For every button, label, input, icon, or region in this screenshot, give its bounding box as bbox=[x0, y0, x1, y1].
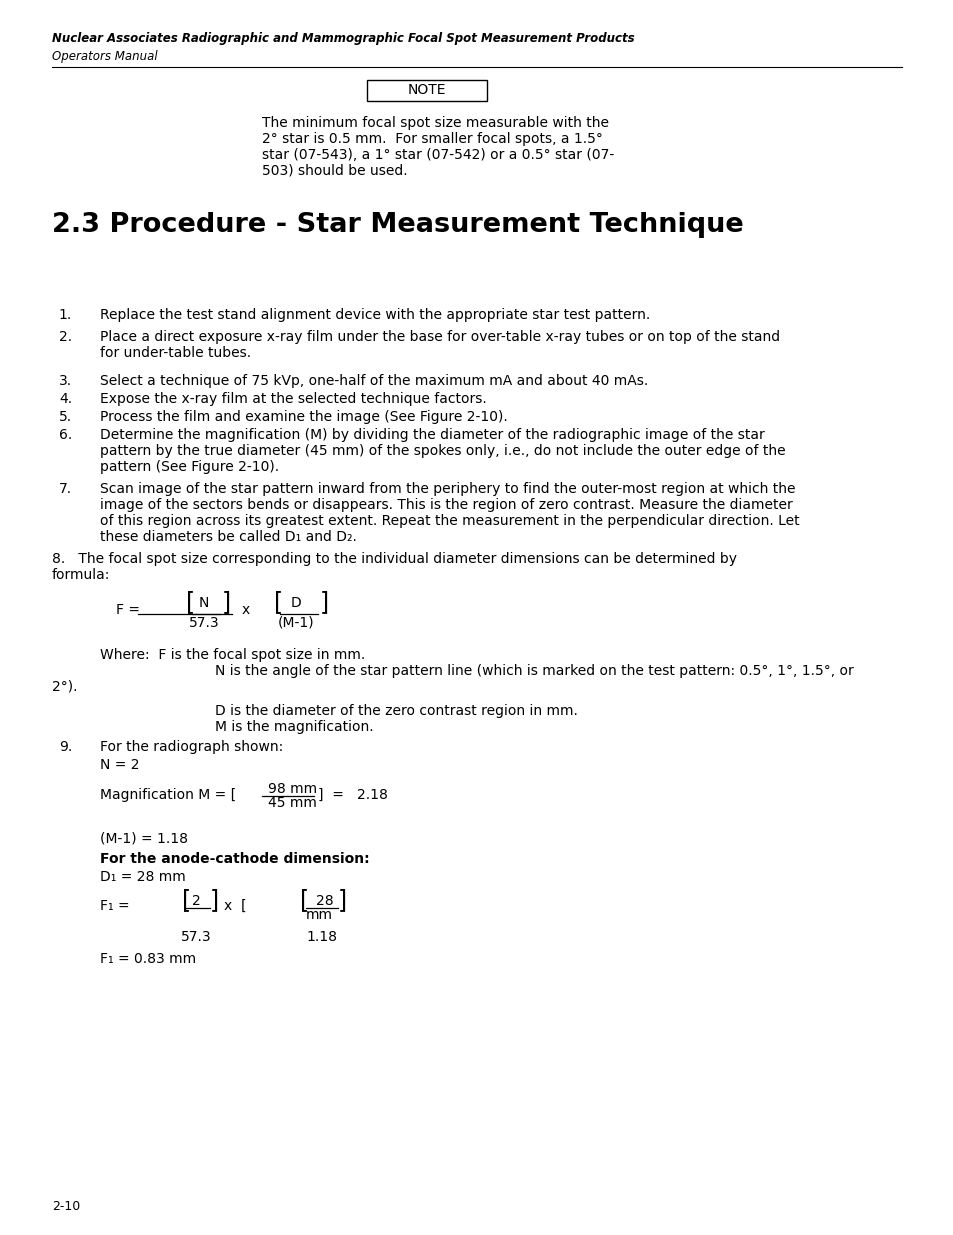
Text: The minimum focal spot size measurable with the: The minimum focal spot size measurable w… bbox=[262, 116, 608, 130]
Text: for under-table tubes.: for under-table tubes. bbox=[100, 346, 251, 359]
Text: 28: 28 bbox=[315, 894, 334, 908]
Text: 4.: 4. bbox=[59, 391, 71, 406]
Text: N: N bbox=[198, 597, 209, 610]
Text: ]: ] bbox=[319, 590, 329, 614]
Text: of this region across its greatest extent. Repeat the measurement in the perpend: of this region across its greatest exten… bbox=[100, 514, 799, 529]
Text: F =: F = bbox=[116, 603, 140, 618]
Text: 9.: 9. bbox=[59, 740, 71, 755]
Text: 2: 2 bbox=[192, 894, 200, 908]
Text: D is the diameter of the zero contrast region in mm.: D is the diameter of the zero contrast r… bbox=[214, 704, 578, 718]
Text: 8.   The focal spot size corresponding to the individual diameter dimensions can: 8. The focal spot size corresponding to … bbox=[52, 552, 737, 566]
Text: Replace the test stand alignment device with the appropriate star test pattern.: Replace the test stand alignment device … bbox=[100, 308, 650, 322]
Text: Operators Manual: Operators Manual bbox=[52, 49, 157, 63]
Text: [: [ bbox=[274, 590, 283, 614]
Text: x: x bbox=[242, 603, 250, 618]
Text: 57.3: 57.3 bbox=[180, 930, 212, 944]
Text: For the radiograph shown:: For the radiograph shown: bbox=[100, 740, 283, 755]
Text: 2°).: 2°). bbox=[52, 680, 77, 694]
Text: ]  =   2.18: ] = 2.18 bbox=[317, 788, 388, 802]
Text: F₁ = 0.83 mm: F₁ = 0.83 mm bbox=[100, 952, 196, 966]
Text: Scan image of the star pattern inward from the periphery to find the outer-most : Scan image of the star pattern inward fr… bbox=[100, 482, 795, 496]
Text: pattern by the true diameter (45 mm) of the spokes only, i.e., do not include th: pattern by the true diameter (45 mm) of … bbox=[100, 445, 785, 458]
Text: 7.: 7. bbox=[59, 482, 71, 496]
Text: [: [ bbox=[186, 590, 195, 614]
Text: 57.3: 57.3 bbox=[189, 616, 219, 630]
Text: 45 mm: 45 mm bbox=[268, 797, 316, 810]
Text: ]: ] bbox=[222, 590, 231, 614]
Text: F₁ =: F₁ = bbox=[100, 899, 130, 913]
Text: (M-1): (M-1) bbox=[277, 616, 314, 630]
Text: M is the magnification.: M is the magnification. bbox=[214, 720, 374, 734]
Text: [: [ bbox=[299, 888, 309, 911]
Text: star (07-543), a 1° star (07-542) or a 0.5° star (07-: star (07-543), a 1° star (07-542) or a 0… bbox=[262, 148, 614, 162]
Text: 3.: 3. bbox=[59, 374, 71, 388]
Text: N = 2: N = 2 bbox=[100, 758, 139, 772]
Text: formula:: formula: bbox=[52, 568, 111, 582]
Text: NOTE: NOTE bbox=[407, 84, 446, 98]
Text: mm: mm bbox=[306, 908, 333, 923]
Text: 2.3 Procedure - Star Measurement Technique: 2.3 Procedure - Star Measurement Techniq… bbox=[52, 212, 743, 238]
Text: 98 mm: 98 mm bbox=[268, 782, 316, 797]
Text: Place a direct exposure x-ray film under the base for over-table x-ray tubes or : Place a direct exposure x-ray film under… bbox=[100, 330, 780, 345]
Text: D: D bbox=[291, 597, 301, 610]
Text: x  [: x [ bbox=[224, 899, 246, 913]
Text: 5.: 5. bbox=[59, 410, 71, 424]
Text: Expose the x-ray film at the selected technique factors.: Expose the x-ray film at the selected te… bbox=[100, 391, 486, 406]
Text: (M-1) = 1.18: (M-1) = 1.18 bbox=[100, 832, 188, 846]
Text: 1.: 1. bbox=[59, 308, 71, 322]
Text: 6.: 6. bbox=[59, 429, 71, 442]
Text: For the anode-cathode dimension:: For the anode-cathode dimension: bbox=[100, 852, 369, 866]
Bar bbox=[367, 80, 486, 101]
Text: Determine the magnification (M) by dividing the diameter of the radiographic ima: Determine the magnification (M) by divid… bbox=[100, 429, 764, 442]
Text: 1.18: 1.18 bbox=[306, 930, 337, 944]
Text: ]: ] bbox=[210, 888, 219, 911]
Text: Nuclear Associates Radiographic and Mammographic Focal Spot Measurement Products: Nuclear Associates Radiographic and Mamm… bbox=[52, 32, 634, 44]
Text: D₁ = 28 mm: D₁ = 28 mm bbox=[100, 869, 186, 884]
Text: Select a technique of 75 kVp, one-half of the maximum mA and about 40 mAs.: Select a technique of 75 kVp, one-half o… bbox=[100, 374, 648, 388]
Text: 2-10: 2-10 bbox=[52, 1200, 80, 1213]
Text: N is the angle of the star pattern line (which is marked on the test pattern: 0.: N is the angle of the star pattern line … bbox=[214, 664, 853, 678]
Text: 2.: 2. bbox=[59, 330, 71, 345]
Text: 503) should be used.: 503) should be used. bbox=[262, 164, 407, 178]
Text: Where:  F is the focal spot size in mm.: Where: F is the focal spot size in mm. bbox=[100, 648, 365, 662]
Text: pattern (See Figure 2-10).: pattern (See Figure 2-10). bbox=[100, 459, 279, 474]
Text: Magnification M = [: Magnification M = [ bbox=[100, 788, 236, 802]
Text: Process the film and examine the image (See Figure 2-10).: Process the film and examine the image (… bbox=[100, 410, 507, 424]
Text: image of the sectors bends or disappears. This is the region of zero contrast. M: image of the sectors bends or disappears… bbox=[100, 498, 792, 513]
Text: ]: ] bbox=[337, 888, 347, 911]
Text: 2° star is 0.5 mm.  For smaller focal spots, a 1.5°: 2° star is 0.5 mm. For smaller focal spo… bbox=[262, 132, 602, 146]
Text: these diameters be called D₁ and D₂.: these diameters be called D₁ and D₂. bbox=[100, 530, 356, 543]
Text: [: [ bbox=[182, 888, 191, 911]
